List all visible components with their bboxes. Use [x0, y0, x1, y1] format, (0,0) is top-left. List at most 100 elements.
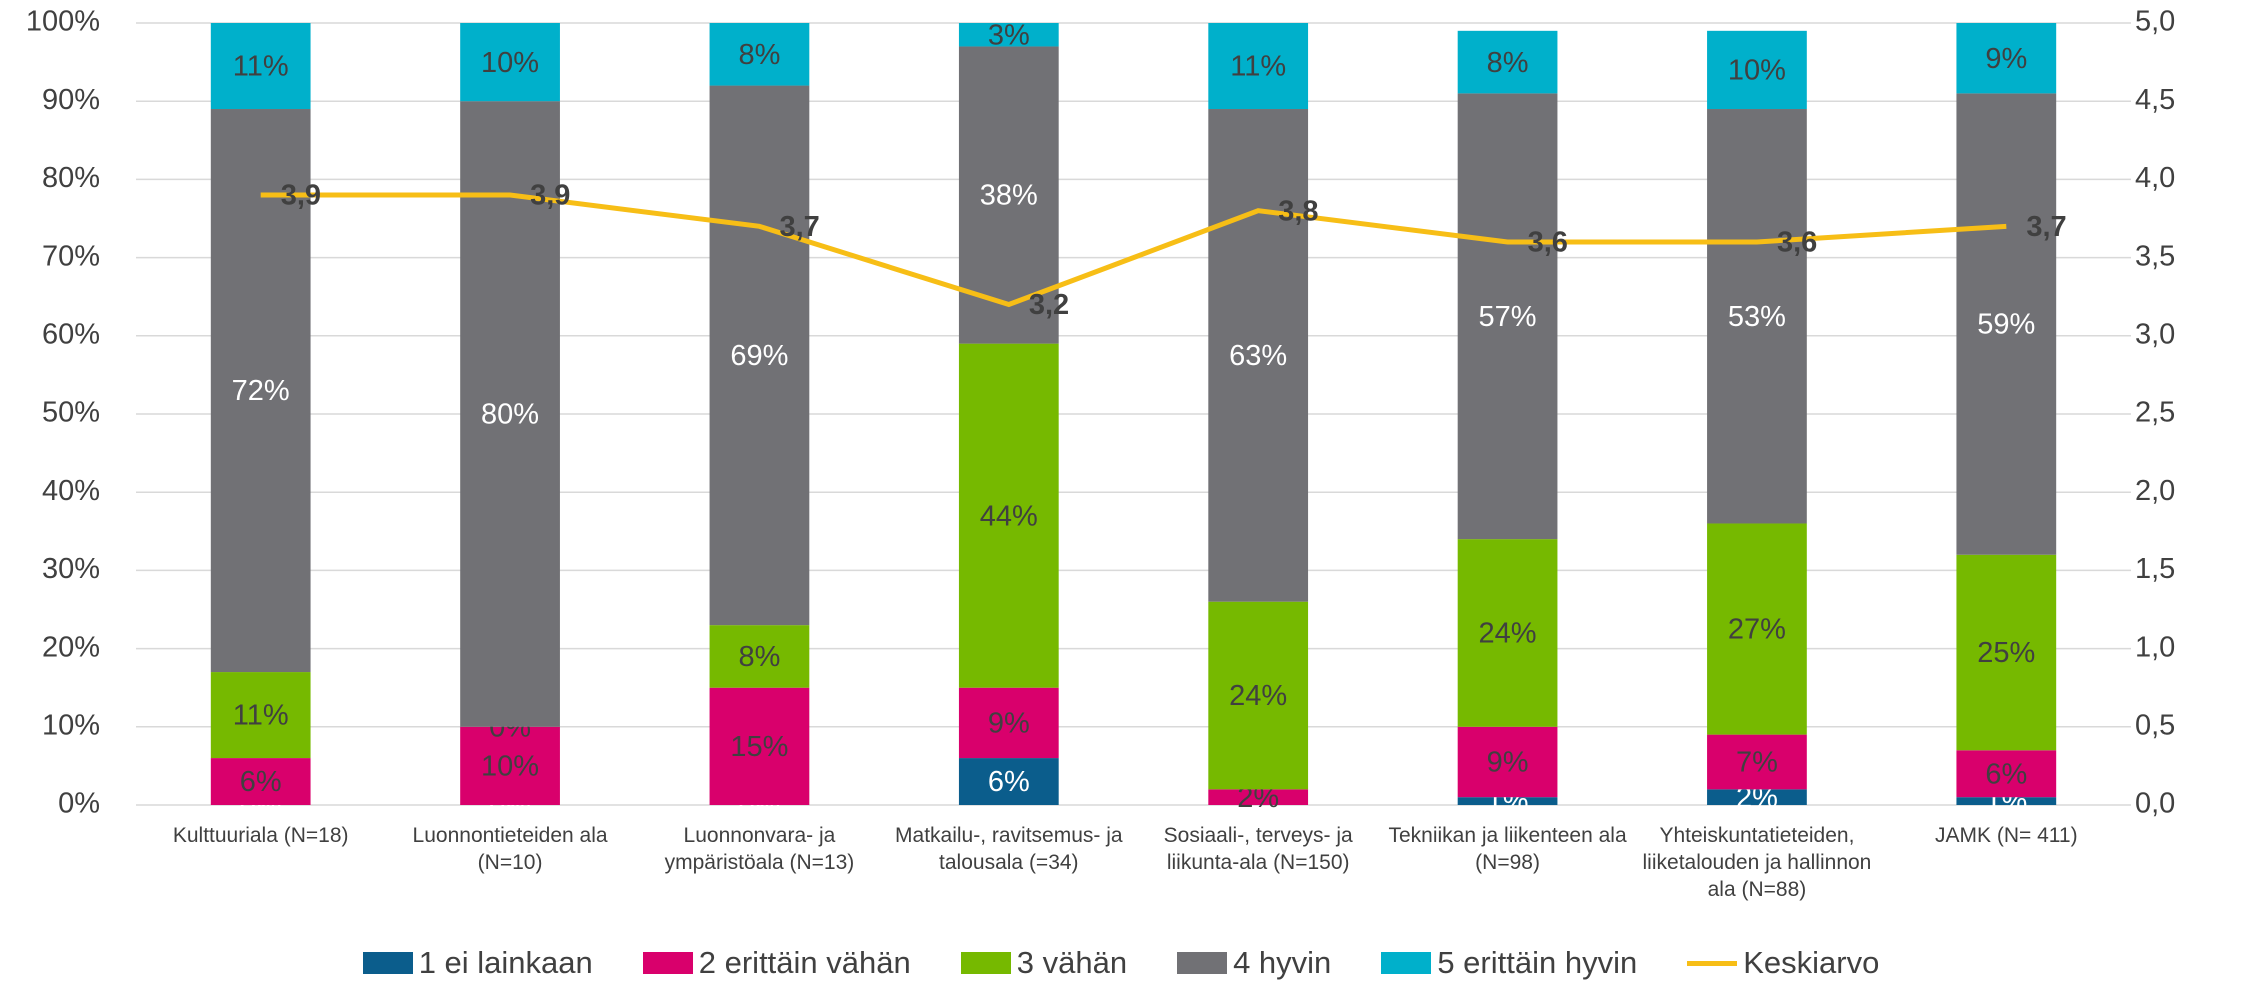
y-tick-label: 20% — [42, 631, 100, 663]
x-tick-label: JAMK (N= 411) — [1935, 824, 2078, 847]
y2-tick-label: 2,0 — [2135, 475, 2175, 507]
line-label: 3,7 — [779, 211, 819, 243]
data-label: 69% — [730, 340, 788, 372]
x-tick-label: Sosiaali-, terveys- ja liikunta-ala (N=1… — [1163, 824, 1353, 874]
bar-segment — [210, 758, 311, 805]
data-label: 38% — [980, 180, 1038, 212]
bar-segment — [709, 23, 810, 86]
line-label: 3,6 — [1528, 227, 1568, 259]
bar-segment — [1956, 554, 2057, 751]
legend-swatch — [960, 952, 1011, 974]
x-tick-label: Yhteiskuntatieteiden, liiketalouden ja h… — [1642, 824, 1872, 901]
y-tick-label: 30% — [42, 553, 100, 585]
bar-segment — [1457, 30, 1558, 94]
line-label: 3,6 — [1777, 227, 1817, 259]
data-label: 9% — [1985, 43, 2027, 75]
y2-tick-label: 1,5 — [2135, 553, 2175, 585]
x-tick-label: Matkailu-, ravitsemus- ja talousala (=34… — [895, 824, 1123, 874]
y-tick-label: 80% — [42, 162, 100, 194]
bar-segment — [1457, 726, 1558, 798]
legend-item: 3 vähän — [960, 945, 1128, 981]
y2-tick-label: 0,5 — [2135, 709, 2175, 741]
legend-item: 4 hyvin — [1177, 945, 1331, 981]
legend-swatch — [1177, 952, 1228, 974]
legend-label: 2 erittäin vähän — [698, 945, 911, 980]
data-label: 27% — [1728, 614, 1786, 646]
y2-tick-label: 0,0 — [2135, 788, 2175, 820]
bar-segment — [1457, 797, 1558, 805]
data-label: 9% — [1487, 747, 1529, 779]
bar-segment — [1707, 30, 1807, 110]
bar-segment — [1707, 109, 1807, 524]
y-tick-label: 90% — [42, 84, 100, 116]
y-tick-label: 0% — [58, 788, 100, 820]
x-tick-label: Tekniikan ja liikenteen ala (N=98) — [1388, 824, 1627, 874]
legend-swatch — [642, 952, 693, 974]
y-tick-label: 40% — [42, 475, 100, 507]
plot: 0% 10% 20% 30% 40% 50% 60% 70% 80% 90% 100% 0,0 0,5 1… — [26, 6, 2176, 822]
line-label: 3,9 — [281, 180, 321, 212]
line — [260, 192, 2007, 308]
bar-segment — [210, 109, 311, 673]
bar-segment — [709, 687, 810, 805]
data-label: 59% — [1977, 309, 2035, 341]
bar-segment — [1956, 93, 2057, 555]
bar-segment — [709, 85, 810, 626]
data-label: 53% — [1728, 301, 1786, 333]
bar-segment — [1457, 539, 1558, 727]
legend-label: 3 vähän — [1016, 945, 1128, 980]
bar-segment — [1208, 601, 1309, 790]
bar-segment — [1457, 93, 1558, 540]
y2-tick-label: 4,5 — [2135, 84, 2175, 116]
bar-segment — [1707, 523, 1807, 735]
data-label: 24% — [1229, 680, 1287, 712]
bar-segment — [460, 23, 560, 102]
bar-segment — [1956, 23, 2057, 94]
line-label: 3,7 — [2026, 211, 2066, 243]
bar-segment — [1208, 109, 1309, 602]
y-tick-label: 50% — [42, 397, 100, 429]
bar-segment — [958, 23, 1059, 47]
data-label: 11% — [1230, 51, 1286, 83]
bar-segment — [1208, 789, 1309, 805]
legend: 1 ei lainkaan 2 erittäin vähän 3 vähän 4 hy… — [0, 945, 2242, 981]
y-tick-label: 10% — [42, 709, 100, 741]
data-label: 10% — [481, 751, 539, 783]
y-tick-label: 70% — [42, 240, 100, 272]
bar-segment — [1956, 750, 2057, 798]
y-tick-label: 100% — [26, 6, 100, 38]
y-tick-label: 60% — [42, 318, 100, 350]
data-label: 72% — [232, 375, 290, 407]
y2-tick-label: 3,0 — [2135, 318, 2175, 350]
bar-segment — [958, 758, 1059, 805]
data-label: 8% — [738, 39, 780, 71]
bar-segment — [1208, 23, 1309, 110]
data-label: 15% — [730, 731, 788, 763]
x-tick-label: Kulttuuriala (N=18) — [172, 824, 349, 847]
y2-tick-label: 1,0 — [2135, 631, 2175, 663]
legend-item: 5 erittäin hyvin — [1381, 945, 1637, 981]
data-label: 8% — [1487, 47, 1529, 79]
legend-item: 2 erittäin vähän — [642, 945, 911, 981]
data-label: 44% — [980, 500, 1038, 532]
legend-swatch — [1687, 960, 1738, 966]
y2-tick-label: 2,5 — [2135, 397, 2175, 429]
bar-segment — [1707, 789, 1807, 805]
line-label: 3,8 — [1278, 195, 1318, 227]
bar-segment — [210, 672, 311, 759]
data-label: 6% — [988, 766, 1030, 798]
line-label: 3,9 — [530, 180, 570, 212]
data-label: 24% — [1479, 618, 1537, 650]
bar-segment — [709, 625, 810, 688]
x-tick-label: Luonnonvara- ja ympäristöala (N=13) — [664, 824, 855, 874]
y2-tick-label: 4,0 — [2135, 162, 2175, 194]
y2-tick-label: 5,0 — [2135, 6, 2175, 38]
data-label: 80% — [481, 399, 539, 431]
legend-item: Keskiarvo — [1687, 945, 1879, 981]
data-label: 6% — [1985, 758, 2027, 790]
data-label: 7% — [1736, 747, 1778, 779]
data-label: 9% — [988, 708, 1030, 740]
legend-label: 4 hyvin — [1233, 945, 1332, 980]
data-label: 10% — [481, 47, 539, 79]
